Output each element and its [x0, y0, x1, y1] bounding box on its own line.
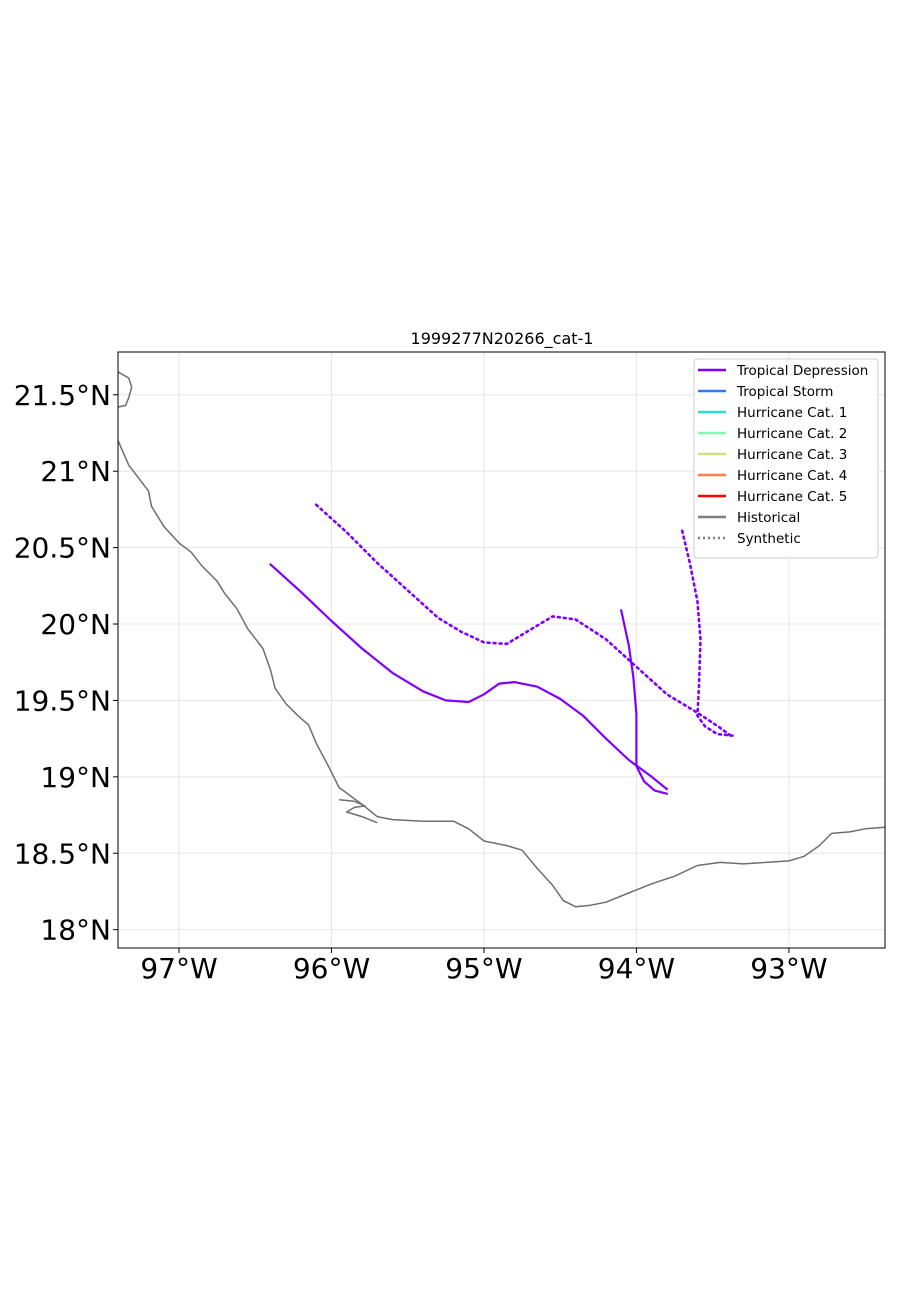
coastline-segment	[339, 799, 378, 824]
legend-label: Hurricane Cat. 5	[737, 489, 847, 505]
y-tick-label: 18°N	[40, 914, 111, 947]
y-tick-label: 19.5°N	[14, 684, 111, 717]
legend-label: Synthetic	[737, 531, 801, 547]
storm-tracks	[269, 503, 734, 795]
plot-frame	[117, 351, 886, 949]
x-tick-label: 95°W	[445, 952, 522, 985]
axis-ticks: 97°W 96°W 95°W 94°W 93°W 18°N 18.5°N 19°N 19.5°N…	[14, 379, 828, 985]
legend-label: Hurricane Cat. 3	[737, 447, 847, 463]
historical-track	[620, 609, 669, 795]
legend-label: Hurricane Cat. 2	[737, 426, 847, 442]
y-tick-label: 18.5°N	[14, 837, 111, 870]
y-tick-label: 20°N	[40, 608, 111, 641]
legend: Tropical Depression Tropical Storm Hurrica…	[693, 358, 879, 559]
x-tick-label: 93°W	[750, 952, 827, 985]
historical-track	[269, 563, 669, 791]
y-tick-label: 21°N	[40, 455, 111, 488]
coastline-segment	[118, 371, 133, 408]
synthetic-track	[314, 503, 734, 739]
y-tick-label: 21.5°N	[14, 379, 111, 412]
coastline-segment	[118, 440, 885, 908]
map-title: 1999277N20266_cat-1	[411, 329, 594, 349]
legend-label: Historical	[737, 510, 800, 526]
legend-box	[693, 358, 879, 559]
x-tick-label: 96°W	[293, 952, 370, 985]
synthetic-track	[680, 529, 734, 737]
legend-label: Hurricane Cat. 1	[737, 405, 847, 421]
coastline	[118, 371, 885, 908]
x-tick-label: 97°W	[140, 952, 217, 985]
y-tick-label: 20.5°N	[14, 532, 111, 565]
legend-label: Hurricane Cat. 4	[737, 468, 847, 484]
legend-label: Tropical Depression	[736, 363, 868, 379]
y-tick-label: 19°N	[40, 761, 111, 794]
x-tick-label: 94°W	[598, 952, 675, 985]
legend-label: Tropical Storm	[736, 384, 833, 400]
